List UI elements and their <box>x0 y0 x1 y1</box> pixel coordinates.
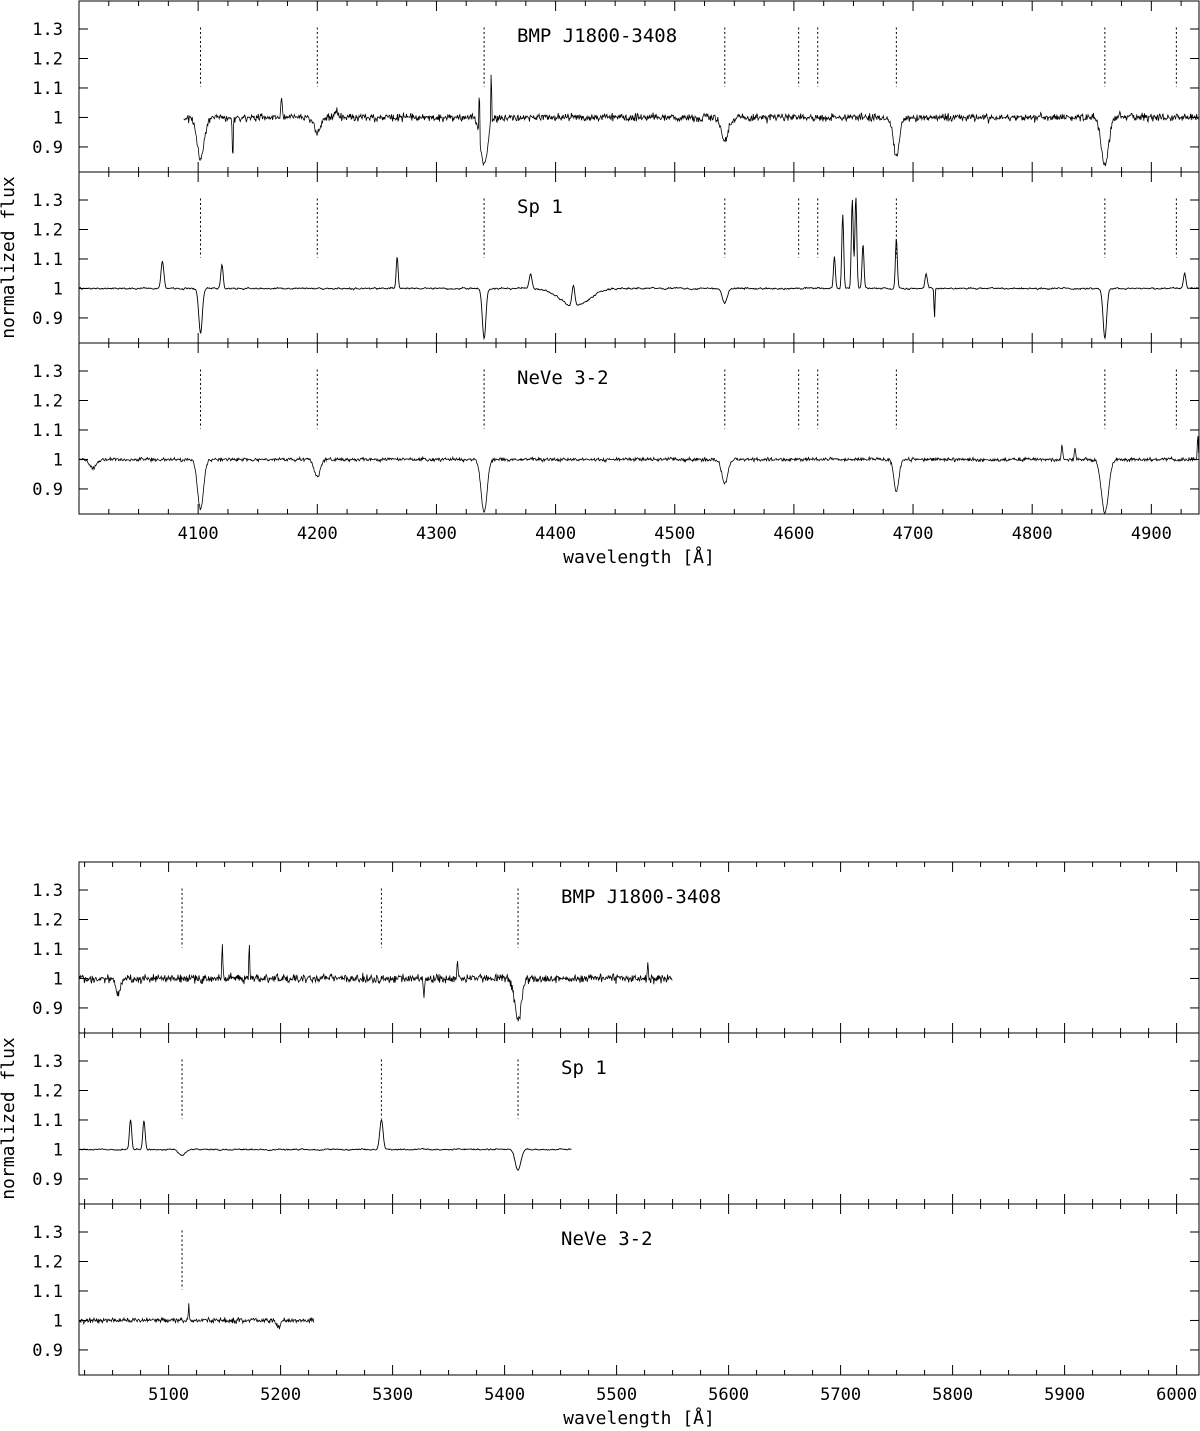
panel-2: 0.9 1 1.1 1.2 1.3 Sp 1 <box>32 171 1199 343</box>
y-tick-label: 1.1 <box>32 1111 63 1131</box>
plot-frame <box>78 861 1200 1376</box>
x-tick-label: 5500 <box>596 1385 637 1405</box>
series-label: Sp 1 <box>517 196 563 218</box>
series-label: Sp 1 <box>561 1057 607 1079</box>
plot-frame <box>78 0 1200 515</box>
panel-1: 0.9 1 1.1 1.2 1.3 BMP J1800-3408 <box>32 862 1199 1033</box>
y-tick-label: 1.2 <box>32 910 63 930</box>
y-tick-label: 1.1 <box>32 79 63 99</box>
y-tick-label: 0.9 <box>32 480 63 500</box>
x-tick-label: 5600 <box>708 1385 749 1405</box>
y-tick-label: 1.2 <box>32 1252 63 1272</box>
spectrum-line <box>78 1303 314 1330</box>
y-tick-label: 1 <box>53 969 63 989</box>
y-tick-label: 0.9 <box>32 138 63 158</box>
spectrum-line <box>78 944 673 1022</box>
y-tick-label: 1.3 <box>32 881 63 901</box>
y-tick-label: 1.3 <box>32 1052 63 1072</box>
y-tick-label: 1 <box>53 279 63 299</box>
y-tick-label: 1.3 <box>32 1223 63 1243</box>
y-tick-label: 1.1 <box>32 250 63 270</box>
x-tick-label: 4900 <box>1131 524 1172 544</box>
y-tick-label: 1.2 <box>32 220 63 240</box>
x-tick-label: 6000 <box>1156 1385 1197 1405</box>
y-tick-label: 1.1 <box>32 1282 63 1302</box>
x-axis-title: wavelength [Å] <box>563 1407 715 1429</box>
spectrum-line <box>78 1118 572 1171</box>
x-tick-label: 5800 <box>932 1385 973 1405</box>
spectrum-line <box>78 197 1199 341</box>
y-tick-label: 1.2 <box>32 49 63 69</box>
y-tick-label: 1.3 <box>32 20 63 40</box>
x-tick-label: 4100 <box>178 524 219 544</box>
x-tick-label: 5700 <box>820 1385 861 1405</box>
panel-1: 0.9 1 1.1 1.2 1.3 BMP J1800-3408 <box>32 1 1199 172</box>
series-label: NeVe 3-2 <box>561 1228 653 1250</box>
x-tick-label: 4500 <box>654 524 695 544</box>
figure-2: 0.9 1 1.1 1.2 1.3 BMP J1800-3408 0.9 1 1.1 1.2 1.3… <box>0 861 1200 1429</box>
y-axis-title: normalized flux <box>0 1037 19 1200</box>
y-tick-label: 1 <box>53 450 63 470</box>
x-tick-label: 5900 <box>1044 1385 1085 1405</box>
y-tick-label: 0.9 <box>32 309 63 329</box>
figure-1: 0.9 1 1.1 1.2 1.3 BMP J1800-3408 0.9 1 1.1 1.2 1.3… <box>0 0 1200 568</box>
y-tick-label: 1.3 <box>32 191 63 211</box>
y-tick-label: 1 <box>53 108 63 128</box>
y-axis-title: normalized flux <box>0 176 19 339</box>
y-tick-label: 1.1 <box>32 421 63 441</box>
y-tick-label: 1 <box>53 1140 63 1160</box>
series-label: BMP J1800-3408 <box>561 886 721 908</box>
y-tick-label: 1.2 <box>32 391 63 411</box>
y-tick-label: 1.1 <box>32 940 63 960</box>
x-tick-label: 5200 <box>260 1385 301 1405</box>
x-tick-label: 4800 <box>1012 524 1053 544</box>
spectrum-line <box>183 74 1199 167</box>
panel-2: 0.9 1 1.1 1.2 1.3 Sp 1 <box>32 1032 1199 1204</box>
x-tick-label: 4700 <box>893 524 934 544</box>
series-label: BMP J1800-3408 <box>517 25 677 47</box>
panel-3: 0.9 1 1.1 1.2 1.3 NeVe 3-2 <box>32 342 1199 514</box>
series-label: NeVe 3-2 <box>517 367 609 389</box>
y-tick-label: 1 <box>53 1311 63 1331</box>
y-tick-label: 0.9 <box>32 999 63 1019</box>
x-tick-label: 5400 <box>484 1385 525 1405</box>
x-tick-label: 4300 <box>416 524 457 544</box>
x-tick-label: 5300 <box>372 1385 413 1405</box>
y-tick-label: 0.9 <box>32 1170 63 1190</box>
y-tick-label: 1.2 <box>32 1081 63 1101</box>
y-tick-label: 1.3 <box>32 362 63 382</box>
x-tick-label: 4600 <box>773 524 814 544</box>
panel-3: 0.9 1 1.1 1.2 1.3 NeVe 3-2 <box>32 1203 1199 1375</box>
spectrum-line <box>78 435 1199 514</box>
x-axis-title: wavelength [Å] <box>563 546 715 568</box>
x-tick-label: 5100 <box>148 1385 189 1405</box>
x-tick-label: 4200 <box>297 524 338 544</box>
x-tick-label: 4400 <box>535 524 576 544</box>
y-tick-label: 0.9 <box>32 1341 63 1361</box>
